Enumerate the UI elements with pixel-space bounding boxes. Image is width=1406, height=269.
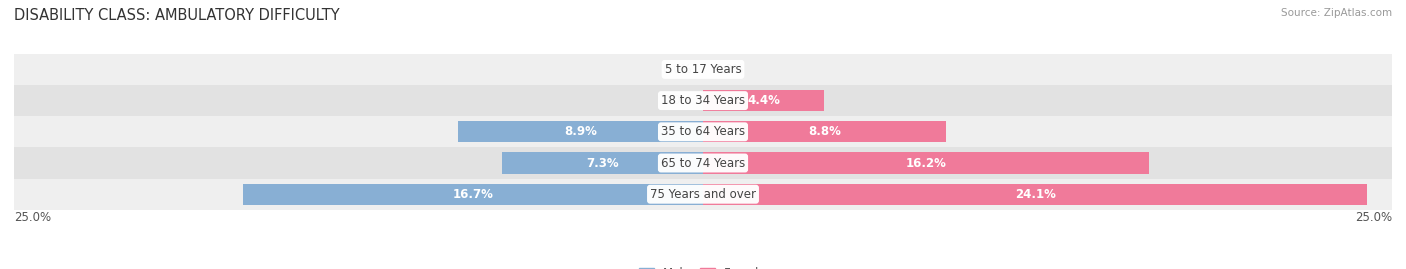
Text: 0.0%: 0.0% [714, 63, 744, 76]
Text: 4.4%: 4.4% [747, 94, 780, 107]
Bar [502, 153, 703, 174]
Bar [14, 147, 1392, 179]
Text: 24.1%: 24.1% [1015, 188, 1056, 201]
Text: 8.8%: 8.8% [808, 125, 841, 138]
Text: 0.0%: 0.0% [662, 63, 692, 76]
Text: 16.2%: 16.2% [905, 157, 946, 169]
Legend: Male, Female: Male, Female [634, 263, 772, 269]
Bar [703, 121, 945, 142]
Bar [243, 184, 703, 205]
Bar [14, 54, 1392, 85]
Text: 18 to 34 Years: 18 to 34 Years [661, 94, 745, 107]
Bar [703, 184, 1367, 205]
Text: 75 Years and over: 75 Years and over [650, 188, 756, 201]
Text: Source: ZipAtlas.com: Source: ZipAtlas.com [1281, 8, 1392, 18]
Bar [14, 179, 1392, 210]
Text: 0.0%: 0.0% [662, 94, 692, 107]
Text: 35 to 64 Years: 35 to 64 Years [661, 125, 745, 138]
Text: 8.9%: 8.9% [564, 125, 596, 138]
Text: 7.3%: 7.3% [586, 157, 619, 169]
Text: DISABILITY CLASS: AMBULATORY DIFFICULTY: DISABILITY CLASS: AMBULATORY DIFFICULTY [14, 8, 340, 23]
Bar [703, 153, 1150, 174]
Text: 5 to 17 Years: 5 to 17 Years [665, 63, 741, 76]
Text: 65 to 74 Years: 65 to 74 Years [661, 157, 745, 169]
Text: 25.0%: 25.0% [1355, 211, 1392, 224]
Bar [703, 90, 824, 111]
Bar [458, 121, 703, 142]
Bar [14, 85, 1392, 116]
Text: 16.7%: 16.7% [453, 188, 494, 201]
Text: 25.0%: 25.0% [14, 211, 51, 224]
Bar [14, 116, 1392, 147]
